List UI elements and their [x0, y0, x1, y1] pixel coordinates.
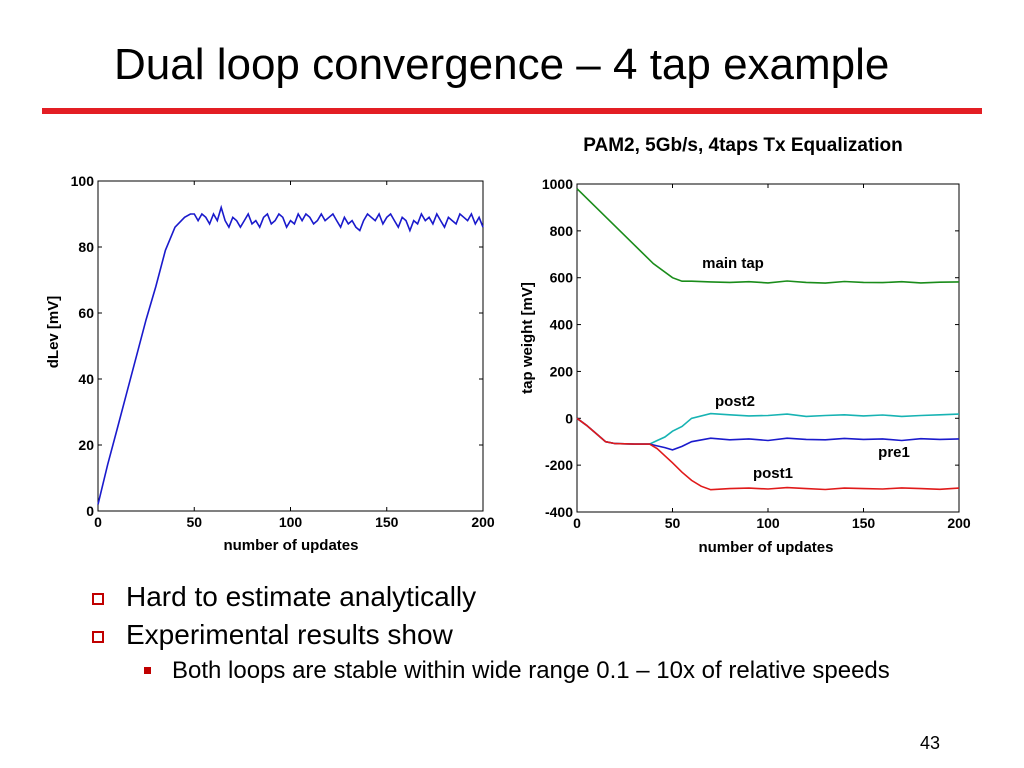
- dlev-chart-ticks: 0 50 100 150 200 0 20 40 60 80 100: [71, 173, 495, 530]
- tap-weight-y-tick-label: 1000: [542, 176, 573, 192]
- tap-weight-y-tick-label: -400: [545, 504, 573, 520]
- slide-title: Dual loop convergence – 4 tap example: [114, 40, 890, 89]
- tap-weight-x-tick-label: 0: [573, 515, 581, 531]
- series-label-post2: post2: [715, 393, 755, 410]
- tap-weight-x-tick-label: 50: [665, 515, 681, 531]
- tap-weight-chart-ticks: 0 50 100 150 200 -400 -200 0 200 400 600 800 1000: [542, 176, 971, 531]
- dlev-y-tick-label: 100: [71, 173, 95, 189]
- tap-weight-y-tick-label: 400: [550, 317, 574, 333]
- series-label-main-tap: main tap: [702, 255, 764, 272]
- dlev-y-tick-label: 20: [78, 437, 94, 453]
- dlev-y-tick-label: 60: [78, 305, 94, 321]
- tap-weight-series-labels: main tap post2 pre1 post1: [702, 255, 910, 482]
- dlev-x-tick-label: 150: [375, 514, 399, 530]
- tap-weight-x-tick-label: 200: [947, 515, 971, 531]
- series-label-pre1: pre1: [878, 444, 910, 461]
- dlev-x-tick-label: 100: [279, 514, 303, 530]
- dlev-y-tick-label: 0: [86, 503, 94, 519]
- dlev-x-tick-label: 200: [471, 514, 495, 530]
- tap-weight-x-axis-label: number of updates: [698, 539, 833, 556]
- tap-weight-y-tick-label: 600: [550, 270, 574, 286]
- sub-bullet-marker: [144, 667, 151, 674]
- dlev-y-tick-label: 80: [78, 239, 94, 255]
- dlev-x-axis-label: number of updates: [223, 537, 358, 554]
- tap-weight-y-tick-label: 800: [550, 223, 574, 239]
- bullet-text: Experimental results show: [126, 619, 453, 650]
- series-label-post1: post1: [753, 465, 793, 482]
- dlev-x-tick-label: 0: [94, 514, 102, 530]
- page-number: 43: [919, 733, 940, 753]
- tap-weight-y-axis-label: tap weight [mV]: [519, 282, 536, 394]
- bullet-text: Hard to estimate analytically: [126, 581, 477, 612]
- tap-weight-y-tick-label: -200: [545, 457, 573, 473]
- bullet-list: Hard to estimate analytically Experiment…: [86, 578, 986, 684]
- tap-weight-x-tick-label: 150: [852, 515, 876, 531]
- dlev-series-line-0: [97, 204, 484, 505]
- dlev-x-tick-label: 50: [186, 514, 202, 530]
- tap-weight-chart-series: [576, 188, 960, 491]
- tap-weight-x-tick-label: 100: [756, 515, 780, 531]
- tap-weight-y-tick-label: 200: [550, 363, 574, 379]
- dlev-chart-series: [97, 204, 484, 505]
- bullet-item: Experimental results show: [86, 616, 986, 654]
- bullet-item: Hard to estimate analytically: [86, 578, 986, 616]
- dlev-y-axis-label: dLev [mV]: [45, 296, 62, 369]
- tap-weight-y-tick-label: 0: [565, 410, 573, 426]
- dlev-y-tick-label: 40: [78, 371, 94, 387]
- title-divider: [42, 108, 982, 114]
- tap-weight-plot-frame: [576, 183, 960, 513]
- tap-weight-series-line-post1: [576, 417, 960, 491]
- bullet-marker: [92, 593, 104, 605]
- tap-weight-chart-frame: [576, 183, 960, 513]
- bullet-marker: [92, 631, 104, 643]
- tap-weight-series-line-main-tap: [576, 188, 960, 284]
- sub-bullet-text: Both loops are stable within wide range …: [172, 657, 890, 684]
- tap-weight-chart-title: PAM2, 5Gb/s, 4taps Tx Equalization: [583, 135, 903, 156]
- tap-weight-series-line-post2: [576, 412, 960, 445]
- sub-bullet-item: Both loops are stable within wide range …: [144, 657, 986, 684]
